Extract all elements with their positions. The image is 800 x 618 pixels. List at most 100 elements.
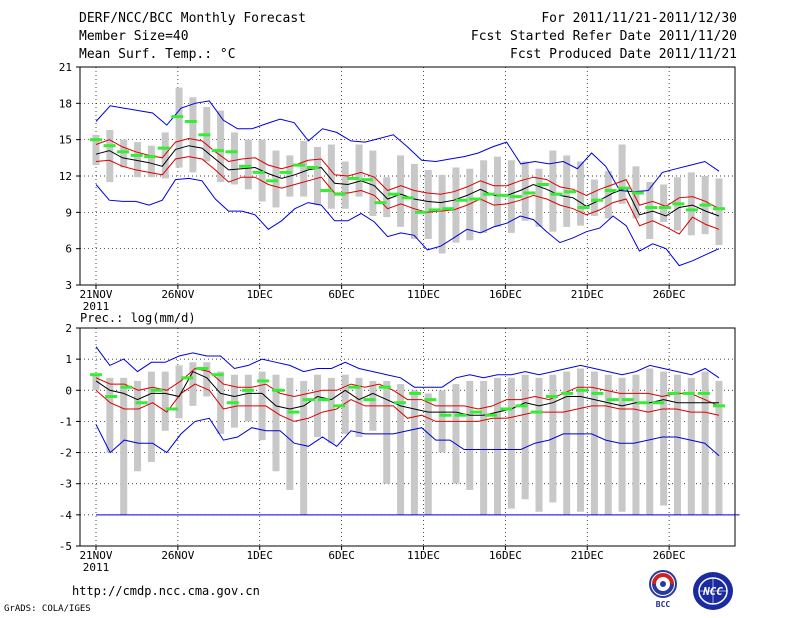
temp-range-box bbox=[92, 134, 100, 166]
temp-range-box bbox=[341, 161, 349, 209]
prec-range-box bbox=[300, 380, 308, 515]
prec-range-box bbox=[217, 371, 225, 434]
prec-range-box bbox=[618, 377, 626, 512]
prec-year-label: 2011 bbox=[83, 561, 110, 574]
temp-range-box bbox=[272, 150, 280, 208]
temp-range-box bbox=[590, 179, 598, 216]
temp-range-box bbox=[424, 169, 432, 239]
prec-max-line bbox=[95, 346, 720, 388]
temp-lower-line bbox=[95, 156, 720, 235]
prec-x-tick-label: 11DEC bbox=[407, 549, 440, 562]
temp-year-label: 2011 bbox=[83, 300, 110, 313]
prec-range-box bbox=[203, 362, 211, 397]
logos: BCC NCC bbox=[649, 570, 733, 610]
prec-range-box bbox=[244, 374, 252, 422]
prec-y-tick-label: 0 bbox=[65, 384, 72, 397]
prec-y-tick-label: -1 bbox=[59, 415, 72, 428]
temp-range-box bbox=[120, 139, 128, 168]
temp-range-box bbox=[493, 156, 501, 227]
grads-credit: GrADS: COLA/IGES bbox=[4, 604, 91, 614]
temp-range-box bbox=[646, 182, 654, 239]
prec-title: Prec.: log(mm/d) bbox=[80, 311, 196, 325]
prec-range-box bbox=[577, 368, 585, 512]
prec-x-tick-label: 16DEC bbox=[489, 549, 522, 562]
prec-lower-line bbox=[95, 383, 720, 422]
prec-y-tick-label: -4 bbox=[59, 509, 73, 522]
prec-y-tick-label: -3 bbox=[59, 478, 72, 491]
temp-range-box bbox=[577, 161, 585, 226]
temp-range-box bbox=[134, 142, 142, 178]
prec-range-box bbox=[507, 377, 515, 509]
temp-range-box bbox=[189, 97, 197, 173]
prec-range-box bbox=[646, 368, 654, 515]
prec-range-box bbox=[383, 380, 391, 484]
produced-date: Fcst Produced Date 2011/11/21 bbox=[510, 47, 737, 62]
prec-range-box bbox=[92, 374, 100, 391]
prec-range-box bbox=[230, 374, 238, 428]
temp-range-box bbox=[535, 168, 543, 227]
prec-x-tick-label: 26DEC bbox=[653, 549, 686, 562]
temp-range-box bbox=[300, 140, 308, 197]
temp-y-tick-label: 6 bbox=[65, 243, 72, 256]
bcc-logo-text: BCC bbox=[656, 600, 671, 609]
temp-range-box bbox=[217, 110, 225, 183]
prec-y-tick-label: 1 bbox=[65, 353, 72, 366]
forecast-period: For 2011/11/21-2011/12/30 bbox=[541, 11, 737, 26]
temp-range-box bbox=[480, 160, 488, 233]
prec-range-box bbox=[147, 371, 155, 462]
prec-range-box bbox=[397, 384, 405, 515]
temp-range-box bbox=[369, 150, 377, 216]
temp-max-line bbox=[95, 100, 720, 193]
prec-range-box bbox=[480, 380, 488, 515]
temp-x-tick-label: 21NOV bbox=[79, 288, 112, 301]
prec-y-tick-label: -5 bbox=[59, 540, 72, 553]
prec-range-box bbox=[355, 377, 363, 437]
temp-range-box bbox=[604, 171, 612, 219]
temp-range-box bbox=[175, 87, 183, 168]
temp-range-box bbox=[687, 172, 695, 236]
temp-range-box bbox=[397, 155, 405, 227]
prec-range-box bbox=[314, 374, 322, 437]
prec-range-box bbox=[687, 377, 695, 515]
prec-mean-line bbox=[95, 370, 719, 416]
temp-x-tick-label: 21DEC bbox=[571, 288, 604, 301]
prec-y-tick-label: 2 bbox=[65, 322, 72, 335]
temp-y-tick-label: 21 bbox=[59, 61, 72, 74]
prec-x-tick-label: 21DEC bbox=[571, 549, 604, 562]
temp-range-box bbox=[383, 177, 391, 218]
temp-upper-line bbox=[95, 137, 720, 210]
temp-y-tick-label: 12 bbox=[59, 170, 72, 183]
prec-range-box bbox=[660, 371, 668, 506]
member-size-label: Member Size=40 bbox=[79, 29, 189, 44]
prec-range-box bbox=[521, 374, 529, 500]
ncc-logo-text: NCC bbox=[702, 585, 723, 598]
prec-x-tick-label: 1DEC bbox=[247, 549, 274, 562]
prec-x-tick-label: 6DEC bbox=[328, 549, 355, 562]
prec-x-tick-label: 21NOV bbox=[79, 549, 112, 562]
temp-range-box bbox=[106, 129, 114, 183]
temp-range-box bbox=[618, 144, 626, 204]
prec-range-box bbox=[175, 365, 183, 419]
temp-x-tick-label: 26NOV bbox=[161, 288, 194, 301]
temp-range-box bbox=[521, 161, 529, 221]
source-url[interactable]: http://cmdp.ncc.cma.gov.cn bbox=[72, 584, 260, 598]
prec-range-box bbox=[452, 384, 460, 484]
prec-range-box bbox=[604, 374, 612, 515]
temp-range-box bbox=[549, 150, 557, 232]
prec-min-line bbox=[95, 417, 720, 457]
temp-x-tick-label: 26DEC bbox=[653, 288, 686, 301]
temp-range-box bbox=[466, 168, 474, 241]
temp-range-box bbox=[147, 145, 155, 178]
started-date: Fcst Started Refer Date 2011/11/20 bbox=[470, 29, 737, 44]
prec-x-tick-label: 26NOV bbox=[161, 549, 194, 562]
prec-range-box bbox=[410, 390, 418, 515]
temp-range-box bbox=[355, 144, 363, 197]
prec-range-box bbox=[424, 393, 432, 515]
temp-range-box bbox=[452, 167, 460, 243]
temp-x-tick-label: 11DEC bbox=[407, 288, 440, 301]
prec-plot-frame bbox=[79, 327, 736, 547]
temp-range-box bbox=[244, 139, 252, 190]
prec-range-box bbox=[673, 374, 681, 515]
ncc-logo: NCC bbox=[693, 572, 733, 610]
temp-range-box bbox=[327, 144, 335, 209]
